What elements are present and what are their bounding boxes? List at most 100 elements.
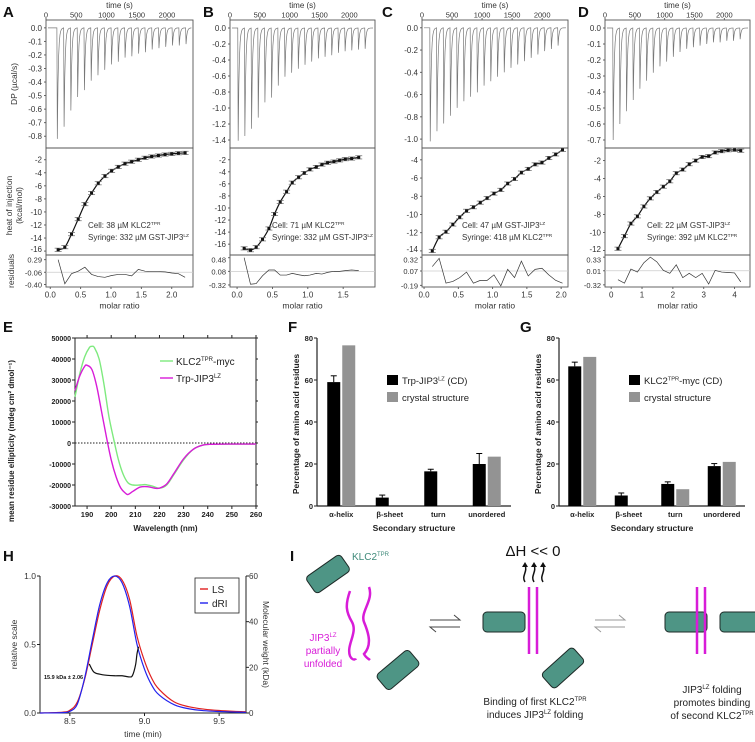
isotherm-point	[713, 150, 717, 154]
y-tick-label: -0.1	[587, 40, 601, 49]
y-tick-label: 80	[305, 334, 313, 343]
y-tick-label: -16	[30, 245, 42, 254]
y-tick-label: -6	[411, 174, 419, 183]
y-tick-label: 0.48	[211, 256, 226, 265]
thermogram-trace	[232, 27, 374, 141]
x-axis-title: Secondary structure	[611, 523, 694, 533]
thermogram-trace	[607, 27, 749, 141]
x-tick-label: 1.0	[105, 291, 117, 300]
x-tick-label: 2.0	[556, 291, 568, 300]
panel-letter: G	[520, 319, 532, 336]
heat-release-arrow-icon	[531, 564, 536, 583]
isotherm-point	[547, 156, 551, 160]
y-tick-label: -16	[214, 240, 226, 249]
category-label: α-helix	[329, 510, 354, 519]
itc-panel-A: time (s) 0 500 1000 1500 2000 0.0 -0.1 -0.2 -0.3 -…	[4, 1, 194, 311]
reverse-arrow-icon	[428, 626, 460, 633]
isotherm-point	[444, 230, 448, 234]
x-axis-title: time (min)	[124, 729, 162, 739]
y-tick-label: 40000	[52, 357, 72, 364]
isotherm-point	[478, 201, 482, 205]
isotherm-point	[70, 232, 74, 236]
step2-caption: JIP3LZ folding	[682, 685, 741, 696]
y-tick-label: -1.4	[212, 136, 226, 145]
y-tick-label: -10	[589, 229, 601, 238]
bar	[676, 489, 690, 506]
molecular-weight-annotation: 15.9 kDa ± 2.06	[44, 675, 83, 681]
x-axis-title: molar ratio	[99, 301, 139, 311]
y-tick-label: 0.29	[27, 256, 42, 265]
time-tick-label: 1500	[504, 11, 521, 20]
y-tick-label: -0.1	[28, 37, 42, 46]
y-tick-label: -12	[214, 216, 226, 225]
y-tick-label: 40	[547, 418, 555, 427]
y-tick-label: -2	[594, 157, 602, 166]
y-tick-label: 0	[309, 502, 313, 511]
isotherm-point	[170, 152, 174, 156]
y-tick-label: -0.2	[28, 51, 42, 60]
y-tick-label: -4	[411, 156, 419, 165]
x-tick-label: 0.0	[45, 291, 57, 300]
time-axis-title: time (s)	[289, 1, 316, 10]
isotherm-point	[700, 155, 704, 159]
x-tick-label: 9.5	[213, 716, 225, 726]
jip3-unfolded-strand	[362, 586, 372, 661]
time-tick-label: 500	[446, 11, 459, 20]
time-tick-label: 500	[629, 11, 642, 20]
isotherm-point	[499, 188, 503, 192]
y-tick-label: -0.2	[212, 40, 226, 49]
category-label: turn	[431, 510, 446, 519]
jip3-label: partially	[306, 646, 340, 657]
y-tick-label: 0.32	[403, 256, 418, 265]
enthalpy-label: ΔH << 0	[505, 543, 560, 560]
isotherm-point	[668, 179, 672, 183]
bar	[327, 382, 341, 506]
bar	[342, 345, 356, 506]
y-tick-label: 10000	[52, 420, 72, 427]
panel-letter: H	[3, 548, 14, 565]
x-tick-label: 240	[201, 510, 214, 519]
condition-annotation: Syringe: 418 µM KLC2TPR	[462, 233, 553, 242]
isotherm-point	[273, 212, 277, 216]
condition-annotation: Cell: 22 µM GST-JIP3LZ	[647, 221, 730, 230]
time-tick-label: 2000	[716, 11, 733, 20]
heat-release-arrow-icon	[540, 564, 545, 583]
isotherm-point	[739, 149, 743, 153]
y-tick-label: -0.6	[28, 105, 42, 114]
bar	[661, 483, 675, 506]
legend-label: crystal structure	[402, 393, 469, 404]
legend-label: KLC2TPR-myc	[176, 357, 235, 368]
isotherm-point	[297, 175, 301, 179]
isotherm-point	[350, 157, 354, 161]
residuals-line	[617, 256, 742, 285]
isotherm-point	[513, 177, 517, 181]
y-tick-label: 60	[547, 376, 555, 385]
x-tick-label: 230	[177, 510, 190, 519]
y-tick-label: -0.8	[28, 132, 42, 141]
step2-caption: of second KLC2TPR	[670, 711, 754, 722]
binding-model-diagram: KLC2TPR JIP3LZ partially unfolded ΔH << 0 Bin…	[304, 543, 755, 722]
x-tick-label: 1.0	[302, 291, 314, 300]
isotherm-point	[176, 151, 180, 155]
isotherm-point	[249, 248, 253, 252]
isotherm-point	[707, 154, 711, 158]
y-tick-label: 80	[547, 334, 555, 343]
y-tick-label: -0.4	[212, 56, 226, 65]
isotherm-point	[83, 202, 87, 206]
jip3-label: unfolded	[304, 659, 342, 670]
x-tick-label: 0	[609, 291, 614, 300]
x-tick-label: 200	[105, 510, 118, 519]
isotherm-point	[103, 174, 107, 178]
y-tick-label: -2	[219, 156, 227, 165]
y-tick-label: -0.40	[25, 280, 42, 289]
itc-panel-B: time (s) 0 500 1000 1500 2000 0.0 -0.2 -0.4 -0.6 -…	[209, 1, 376, 311]
time-tick-label: 1000	[474, 11, 491, 20]
isotherm-point	[183, 151, 187, 155]
x-tick-label: 8.5	[64, 716, 76, 726]
klc2-tpr-shape	[664, 611, 708, 633]
molecular-weight-line	[88, 646, 140, 678]
isotherm-point	[506, 182, 510, 186]
isotherm-point	[655, 190, 659, 194]
bar	[614, 495, 628, 506]
